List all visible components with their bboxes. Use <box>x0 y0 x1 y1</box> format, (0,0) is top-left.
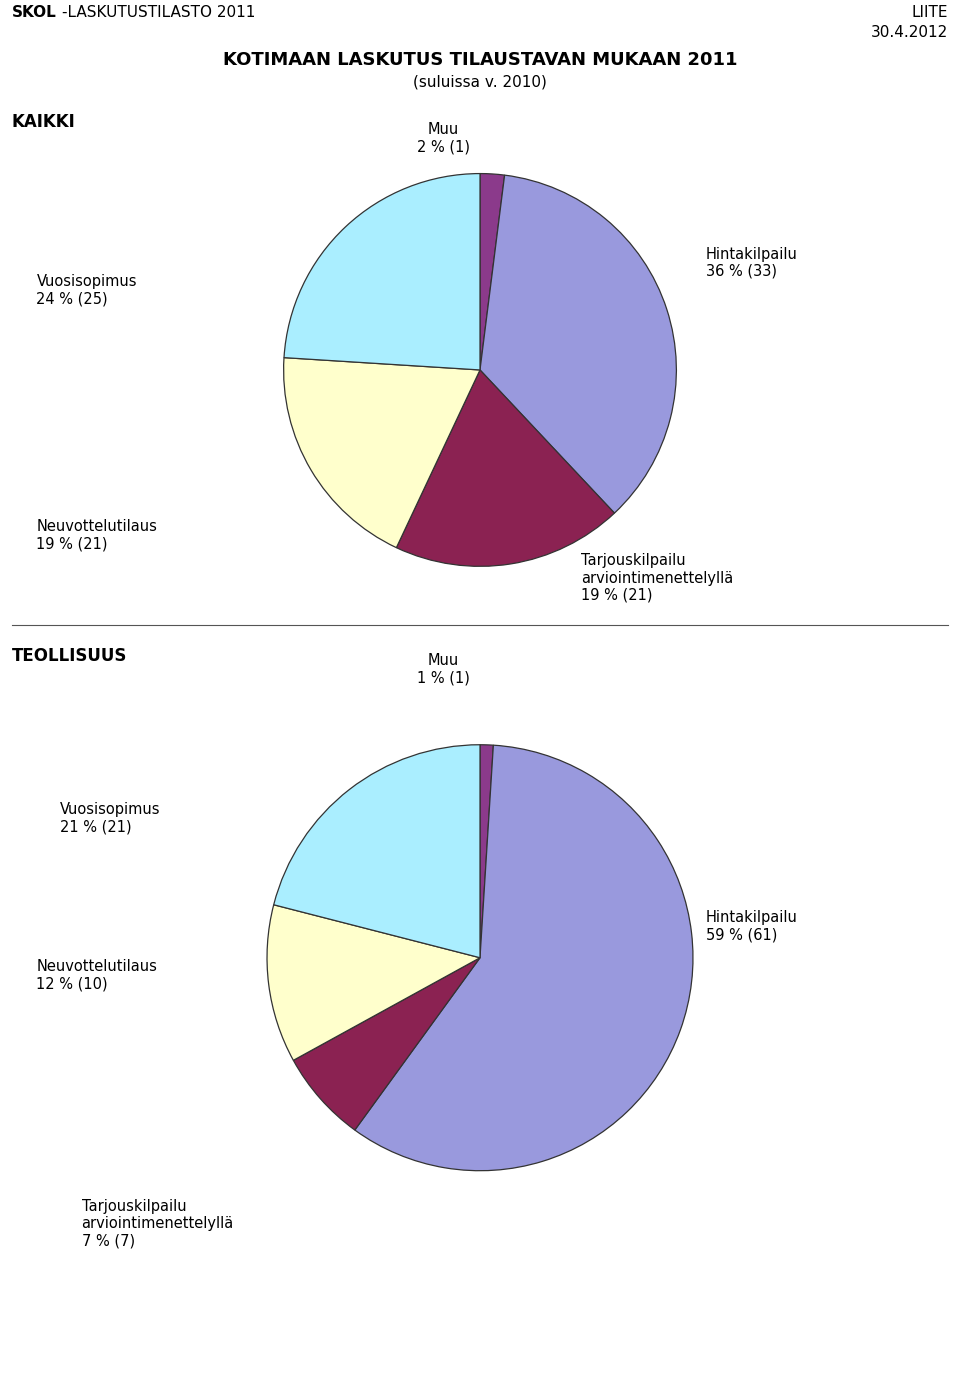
Text: SKOL: SKOL <box>12 6 57 19</box>
Text: Hintakilpailu
59 % (61): Hintakilpailu 59 % (61) <box>706 910 798 943</box>
Text: Neuvottelutilaus
12 % (10): Neuvottelutilaus 12 % (10) <box>36 958 157 992</box>
Wedge shape <box>267 904 480 1061</box>
Wedge shape <box>480 173 505 369</box>
Text: Neuvottelutilaus
19 % (21): Neuvottelutilaus 19 % (21) <box>36 519 157 550</box>
Text: -LASKUTUSTILASTO 2011: -LASKUTUSTILASTO 2011 <box>62 6 255 19</box>
Text: Tarjouskilpailu
arviointimenettelyllä
19 % (21): Tarjouskilpailu arviointimenettelyllä 19… <box>581 553 733 603</box>
Text: Vuosisopimus
21 % (21): Vuosisopimus 21 % (21) <box>60 802 160 834</box>
Wedge shape <box>283 358 480 548</box>
Wedge shape <box>480 176 677 513</box>
Text: Tarjouskilpailu
arviointimenettelyllä
7 % (7): Tarjouskilpailu arviointimenettelyllä 7 … <box>82 1199 234 1249</box>
Wedge shape <box>284 173 480 369</box>
Text: Hintakilpailu
36 % (33): Hintakilpailu 36 % (33) <box>706 246 798 279</box>
Text: Muu
1 % (1): Muu 1 % (1) <box>417 653 470 685</box>
Text: TEOLLISUUS: TEOLLISUUS <box>12 647 127 665</box>
Wedge shape <box>396 369 614 566</box>
Text: Muu
2 % (1): Muu 2 % (1) <box>417 122 470 154</box>
Text: Vuosisopimus
24 % (25): Vuosisopimus 24 % (25) <box>36 274 137 307</box>
Text: LIITE: LIITE <box>912 6 948 19</box>
Wedge shape <box>274 744 480 957</box>
Text: KOTIMAAN LASKUTUS TILAUSTAVAN MUKAAN 2011: KOTIMAAN LASKUTUS TILAUSTAVAN MUKAAN 201… <box>223 51 737 69</box>
Wedge shape <box>480 744 493 957</box>
Text: 30.4.2012: 30.4.2012 <box>872 25 948 40</box>
Text: KAIKKI: KAIKKI <box>12 113 75 131</box>
Wedge shape <box>355 745 693 1170</box>
Wedge shape <box>294 957 480 1130</box>
Text: (suluissa v. 2010): (suluissa v. 2010) <box>413 75 547 90</box>
